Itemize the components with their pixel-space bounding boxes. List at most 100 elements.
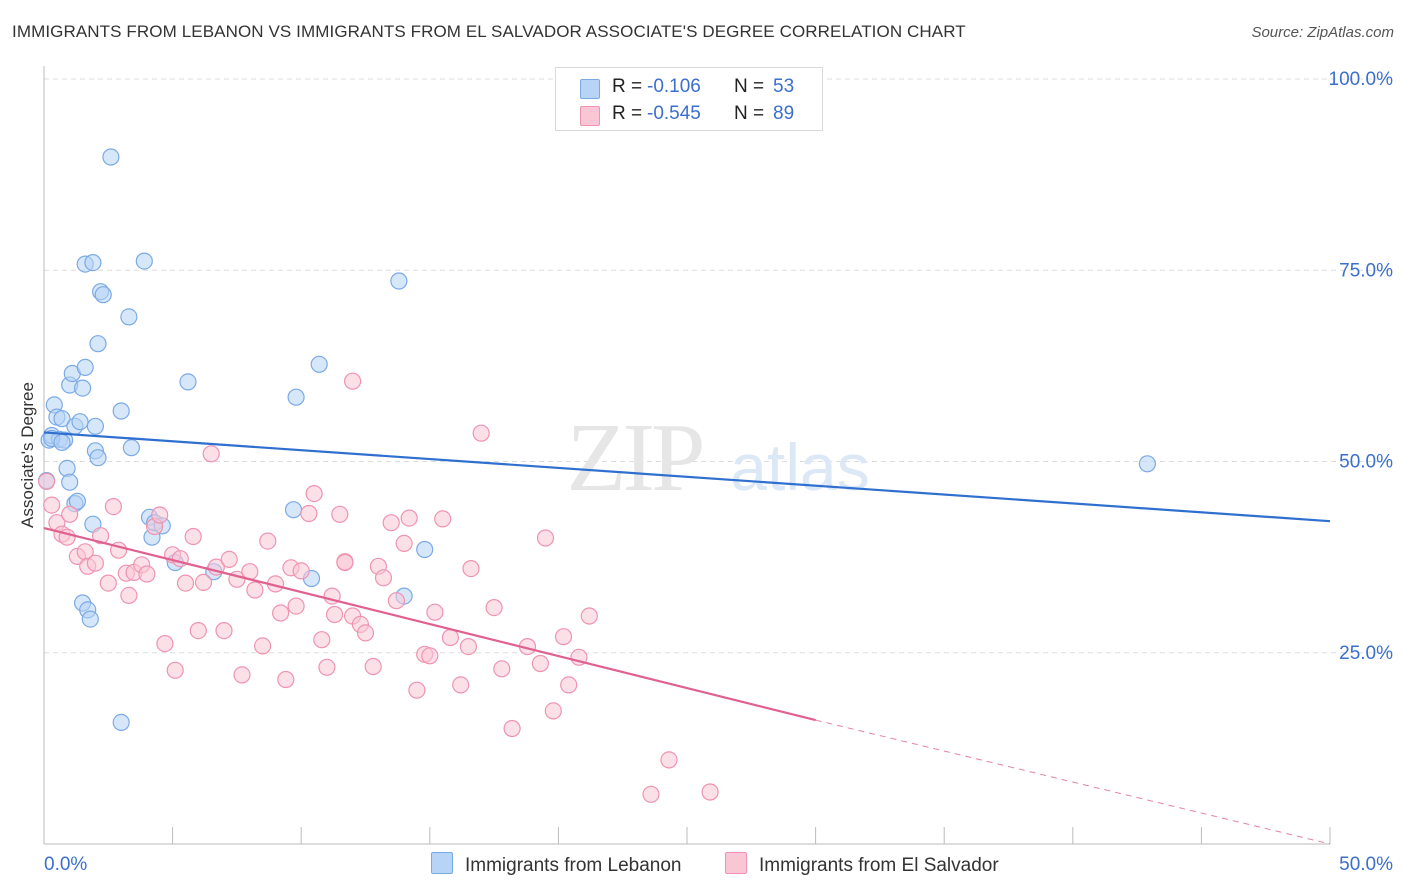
point-salvador [259, 532, 277, 550]
chart-title: IMMIGRANTS FROM LEBANON VS IMMIGRANTS FR… [12, 22, 966, 41]
point-salvador [194, 573, 213, 592]
point-salvador [701, 783, 719, 801]
trendline-salvador-extension [815, 719, 1331, 845]
point-salvador [277, 670, 295, 689]
point-lebanon [94, 286, 112, 304]
point-lebanon [120, 308, 138, 326]
legend-n-label: N = [734, 103, 765, 124]
point-salvador [434, 510, 452, 528]
point-salvador [560, 676, 578, 694]
point-salvador [421, 647, 439, 665]
point-salvador [344, 372, 362, 390]
x-tick-label-right: 50.0% [1339, 854, 1393, 875]
y-axis-label: Associate's Degree [18, 382, 37, 528]
point-salvador [305, 485, 323, 503]
point-salvador [43, 496, 61, 514]
point-salvador [374, 569, 393, 587]
point-lebanon [390, 272, 408, 290]
point-salvador [202, 445, 220, 463]
point-lebanon [81, 610, 99, 628]
legend-r-value: -0.106 [647, 76, 701, 97]
point-salvador [395, 534, 413, 553]
point-salvador [580, 607, 598, 625]
point-salvador [184, 527, 202, 546]
point-salvador [287, 597, 305, 615]
legend-r-label: R = [612, 76, 643, 97]
watermark-zip: ZIP [567, 404, 702, 512]
point-salvador [503, 719, 521, 738]
trendlines [43, 431, 1331, 845]
point-salvador [387, 592, 405, 610]
point-salvador [356, 624, 375, 642]
legend-n-label: N = [734, 76, 765, 97]
point-salvador [189, 621, 207, 640]
point-salvador [272, 604, 290, 622]
x-tick-label-left: 0.0% [44, 854, 87, 875]
point-lebanon [284, 501, 303, 519]
point-lebanon [53, 410, 71, 428]
bottom-legend-salvador: Immigrants from El Salvador [725, 852, 999, 877]
point-salvador [318, 658, 336, 676]
point-salvador [99, 574, 117, 592]
point-salvador [452, 676, 470, 694]
y-tick-label: 50.0% [1339, 452, 1393, 473]
legend-swatch-lebanon [580, 79, 600, 99]
point-salvador [462, 559, 480, 578]
point-salvador [313, 631, 331, 649]
point-salvador [493, 660, 511, 678]
point-salvador [176, 574, 195, 592]
point-lebanon [122, 439, 140, 457]
point-lebanon [135, 252, 153, 270]
point-lebanon [112, 713, 130, 732]
point-salvador [472, 424, 490, 442]
point-lebanon [310, 355, 328, 373]
point-lebanon [58, 459, 76, 477]
point-salvador [104, 498, 123, 516]
point-salvador [292, 562, 310, 580]
watermark-atlas: atlas [730, 430, 869, 504]
point-lebanon [71, 413, 89, 431]
point-lebanon [102, 148, 120, 166]
bottom-legend-swatch-salvador [725, 852, 747, 874]
bottom-legend-label-salvador: Immigrants from El Salvador [759, 855, 999, 876]
point-salvador [536, 529, 555, 547]
legend-n-value: 53 [773, 76, 795, 97]
point-lebanon [86, 417, 105, 435]
point-lebanon [68, 492, 87, 510]
point-lebanon [112, 402, 130, 420]
point-salvador [61, 505, 79, 523]
zipatlas-watermark: ZIP atlas [567, 404, 870, 512]
point-salvador [336, 553, 354, 572]
point-lebanon [89, 335, 107, 353]
legend-n-value: 89 [773, 103, 795, 124]
point-salvador [300, 504, 318, 523]
y-tick-label: 75.0% [1339, 260, 1393, 281]
point-salvador [544, 702, 562, 720]
point-salvador [151, 506, 169, 524]
point-salvador [215, 621, 233, 640]
point-salvador [364, 657, 382, 676]
legend-r-label: R = [612, 103, 643, 124]
point-salvador [426, 603, 444, 621]
point-lebanon [84, 254, 102, 272]
point-salvador [120, 586, 138, 605]
point-salvador [220, 550, 238, 569]
point-salvador [37, 472, 56, 490]
point-salvador [485, 598, 503, 617]
point-salvador [441, 628, 459, 647]
y-tick-label: 25.0% [1339, 643, 1393, 664]
point-lebanon [53, 433, 71, 451]
point-salvador [254, 637, 272, 655]
y-tick-labels: 25.0% 50.0% 75.0% 100.0% [1329, 69, 1394, 664]
source-credit: Source: ZipAtlas.com [1251, 24, 1394, 41]
point-salvador [86, 554, 105, 572]
point-salvador [531, 654, 550, 673]
bottom-legend-lebanon: Immigrants from Lebanon [431, 852, 682, 877]
point-lebanon [76, 358, 94, 376]
point-salvador [408, 681, 426, 699]
series-salvador [37, 372, 719, 803]
point-salvador [459, 637, 477, 656]
point-salvador [554, 628, 573, 646]
point-salvador [91, 527, 110, 545]
